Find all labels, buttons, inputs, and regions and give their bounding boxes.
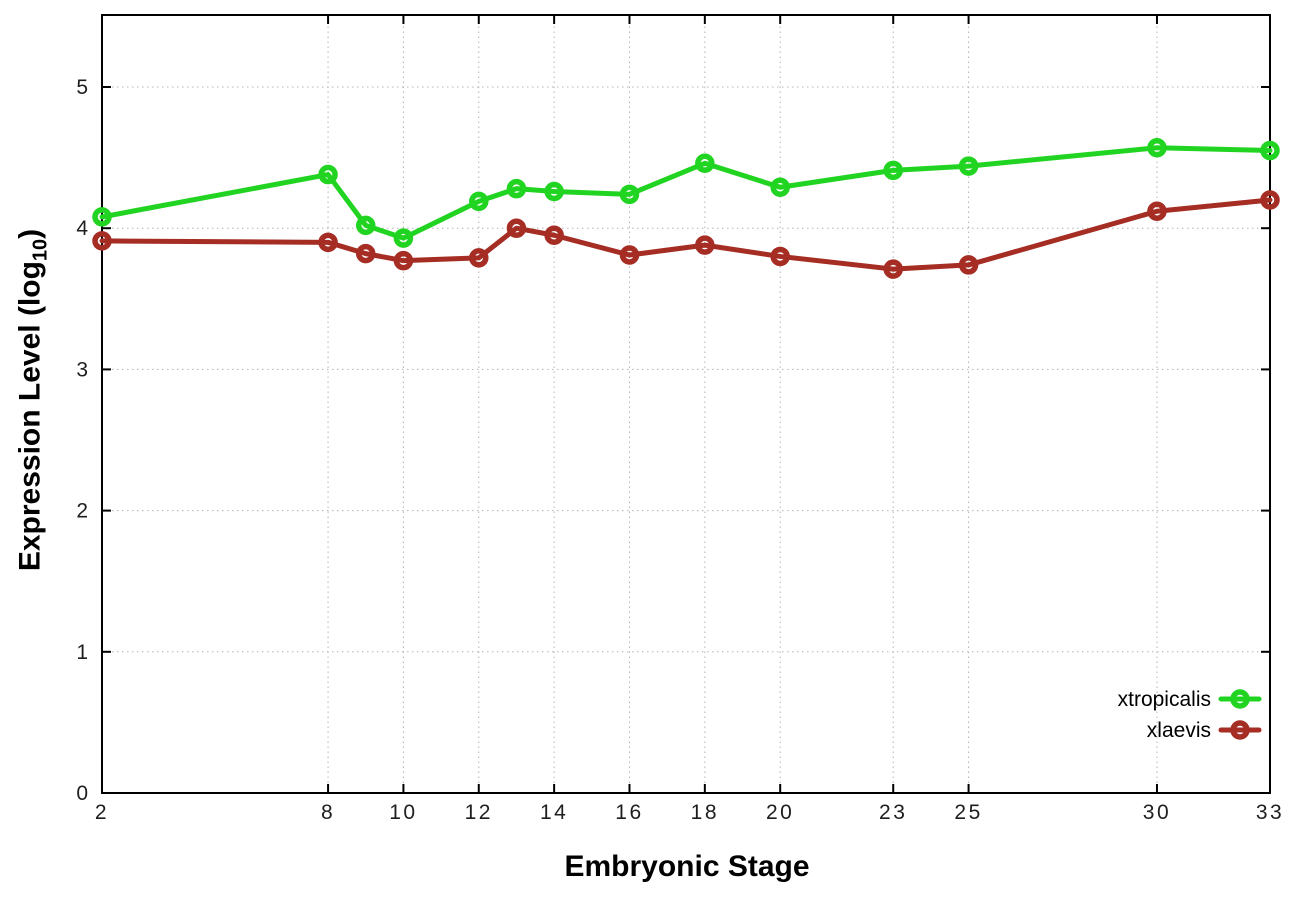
xlaevis-point-stage-30 [1147, 201, 1167, 222]
xtropicalis-point-stage-16 [619, 184, 640, 205]
xlaevis-point-stage-18 [695, 235, 715, 255]
plot-border [101, 14, 1271, 794]
y-axis-title-subscript: 10 [29, 238, 52, 262]
xlaevis-point-stage-14 [544, 225, 564, 246]
series-xtropicalis [92, 137, 1280, 248]
series-xlaevis [92, 190, 1280, 279]
xlaevis-point-stage-25 [958, 255, 979, 275]
y-tick-label-5: 5 [76, 76, 88, 99]
x-tick-label-8: 8 [321, 801, 335, 824]
xtropicalis-point-stage-25 [958, 156, 979, 176]
xlaevis-point-stage-2 [92, 231, 112, 251]
legend-label-xtropicalis: xtropicalis [1118, 688, 1211, 711]
xtropicalis-point-stage-9 [355, 215, 376, 236]
xtropicalis-point-stage-2 [92, 207, 112, 227]
y-axis-title-text: Expression Level (log [13, 261, 47, 572]
y-tick-label-1: 1 [76, 641, 88, 664]
xtropicalis-point-stage-14 [544, 181, 564, 202]
xlaevis-point-stage-12 [469, 248, 489, 268]
x-tick-label-18: 18 [691, 801, 719, 824]
x-tick-label-30: 30 [1143, 801, 1171, 824]
xlaevis-point-stage-13 [506, 218, 527, 238]
xlaevis-point-stage-9 [355, 243, 376, 264]
x-tick-label-25: 25 [954, 801, 982, 824]
xtropicalis-point-stage-30 [1147, 137, 1167, 158]
xlaevis-point-stage-8 [318, 232, 338, 253]
xtropicalis-point-stage-8 [318, 164, 338, 185]
y-axis-title-close: ) [13, 228, 47, 239]
xlaevis-line [99, 197, 1273, 272]
y-axis-title: Expression Level (log10) [14, 229, 53, 571]
y-tick-label-0: 0 [76, 782, 88, 805]
y-tick-label-3: 3 [76, 358, 88, 381]
legend-sample-marker-xtropicalis [1230, 689, 1250, 709]
legend-label-xlaevis: xlaevis [1147, 719, 1211, 742]
legend-sample-marker-xlaevis [1230, 720, 1250, 740]
xlaevis-point-stage-23 [883, 259, 903, 279]
xtropicalis-point-stage-23 [883, 160, 903, 181]
x-tick-label-10: 10 [389, 801, 417, 824]
xlaevis-point-stage-10 [393, 250, 414, 271]
legend: xtropicalis xlaevis [1118, 688, 1262, 742]
xtropicalis-point-stage-20 [770, 177, 790, 198]
x-tick-label-16: 16 [615, 801, 643, 824]
x-tick-label-23: 23 [879, 801, 907, 824]
x-tick-label-2: 2 [95, 801, 109, 824]
xtropicalis-line [99, 145, 1273, 241]
xlaevis-point-stage-33 [1260, 190, 1280, 210]
xtropicalis-point-stage-10 [393, 228, 414, 248]
x-tick-label-14: 14 [540, 801, 568, 824]
y-tick-label-4: 4 [76, 217, 88, 240]
y-tick-label-2: 2 [76, 500, 88, 523]
x-tick-label-20: 20 [766, 801, 794, 824]
xlaevis-point-stage-20 [770, 246, 790, 267]
xtropicalis-point-stage-18 [695, 153, 715, 174]
x-tick-label-33: 33 [1256, 801, 1284, 824]
xtropicalis-point-stage-12 [469, 191, 489, 212]
xtropicalis-point-stage-33 [1260, 140, 1280, 161]
x-axis-title: Embryonic Stage [564, 850, 810, 883]
xlaevis-point-stage-16 [619, 245, 640, 265]
xtropicalis-point-stage-13 [506, 178, 527, 199]
x-tick-label-12: 12 [465, 801, 493, 824]
